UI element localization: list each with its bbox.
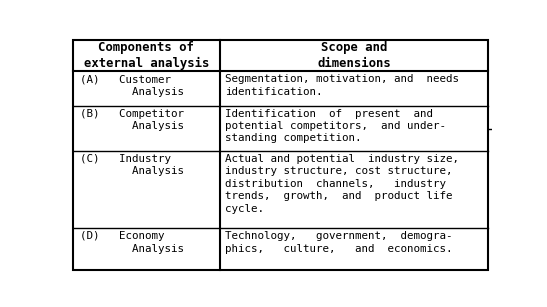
Text: Segmentation, motivation, and  needs
identification.: Segmentation, motivation, and needs iden… — [225, 74, 459, 97]
Text: Identification  of  present  and
potential competitors,  and under-
standing com: Identification of present and potential … — [225, 109, 446, 143]
Text: Components of
external analysis: Components of external analysis — [84, 41, 209, 70]
Text: (C)   Industry
        Analysis: (C) Industry Analysis — [80, 154, 184, 177]
Text: Scope and
dimensions: Scope and dimensions — [317, 41, 391, 70]
Text: Actual and potential  industry size,
industry structure, cost structure,
distrib: Actual and potential industry size, indu… — [225, 154, 459, 214]
Text: (D)   Economy
        Analysis: (D) Economy Analysis — [80, 231, 184, 254]
Text: (A)   Customer
        Analysis: (A) Customer Analysis — [80, 74, 184, 97]
Text: Technology,   government,  demogra-
phics,   culture,   and  economics.: Technology, government, demogra- phics, … — [225, 231, 453, 254]
Text: (B)   Competitor
        Analysis: (B) Competitor Analysis — [80, 109, 184, 131]
